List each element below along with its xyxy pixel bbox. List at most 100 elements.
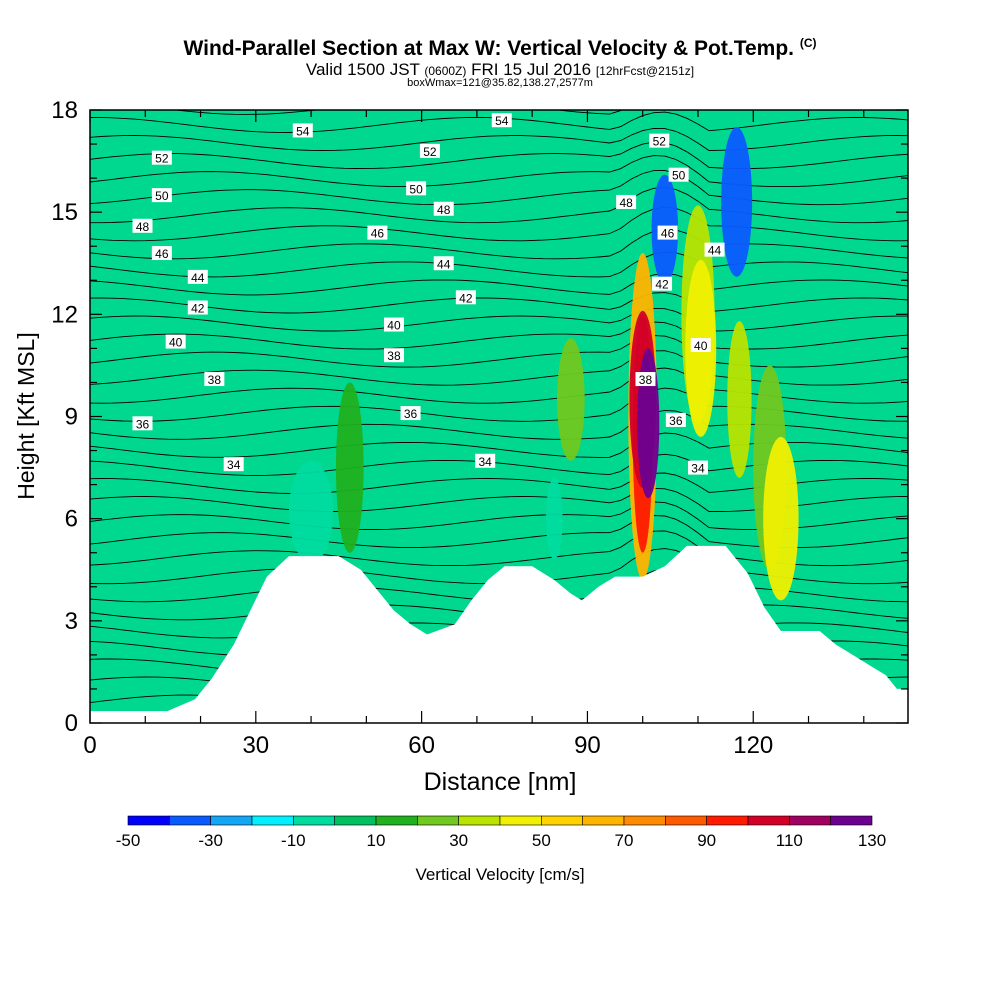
colorbar-swatch (458, 815, 501, 826)
isentrope-line (90, 292, 908, 314)
colorbar-tick-label: 10 (367, 831, 386, 850)
isentrope-label-box (433, 256, 454, 271)
isentrope-line (90, 186, 908, 224)
isentrope-label-box (187, 300, 208, 315)
colorbar-swatch (169, 815, 211, 826)
isentrope-label-text: 40 (694, 339, 708, 353)
velocity-cell (727, 321, 752, 478)
subtitle-valid: Valid 1500 JST (305, 60, 420, 79)
isentrope-label: 50 (406, 181, 427, 196)
chart-title-text: Wind-Parallel Section at Max W: Vertical… (183, 37, 794, 60)
isentrope-label-box (383, 317, 404, 332)
isentrope-label-text: 48 (619, 196, 633, 210)
isentrope-label: 46 (367, 225, 388, 241)
y-tick-label: 6 (65, 506, 78, 533)
isentrope-label-text: 46 (661, 227, 675, 241)
terrain-mask (90, 545, 908, 723)
isentrope-label-text: 44 (708, 244, 722, 258)
isentrope-label: 36 (665, 412, 686, 428)
colorbar-swatch (582, 815, 625, 826)
isentrope-label-box (187, 269, 208, 284)
terrain (90, 545, 908, 723)
isentrope-label: 34 (687, 460, 708, 476)
subtitle-date: FRI 15 Jul 2016 (471, 60, 592, 79)
isentrope-label-text: 48 (136, 220, 150, 234)
isentrope-label: 54 (491, 113, 512, 128)
isentrope-label-box (292, 123, 313, 138)
isentrope-line (90, 170, 908, 206)
isentrope-label: 48 (132, 218, 153, 234)
colorbar-swatch (210, 815, 253, 826)
colorbar-swatch (541, 815, 583, 826)
velocity-cell (335, 382, 364, 553)
isentrope-label: 50 (151, 188, 172, 203)
y-tick-label: 0 (65, 710, 78, 737)
isentrope-label-text: 44 (437, 257, 451, 271)
isentrope-label-text: 40 (387, 319, 401, 333)
y-axis-label: Height [Kft MSL] (13, 332, 39, 499)
isentrope-label: 52 (649, 133, 670, 149)
velocity-cell (637, 348, 660, 499)
isentrope-label: 48 (616, 194, 637, 210)
isentrope-label: 48 (433, 201, 454, 217)
x-tick-label: 60 (408, 732, 435, 759)
y-tick-label: 18 (51, 97, 78, 124)
chart-title: Wind-Parallel Section at Max W: Vertical… (0, 36, 1000, 61)
isentrope-label-text: 36 (669, 414, 683, 428)
isentrope-label: 38 (383, 348, 404, 363)
colorbar-swatch (251, 815, 294, 826)
isentrope-label-text: 34 (691, 462, 705, 476)
isentrope-label-box (406, 181, 427, 196)
isentrope-label-box (132, 218, 153, 233)
x-tick-label: 30 (242, 732, 269, 759)
colorbar-label: Vertical Velocity [cm/s] (415, 865, 584, 884)
colorbar-swatch (623, 815, 666, 826)
isentrope-label-text: 48 (437, 203, 451, 217)
y-tick-label: 3 (65, 608, 78, 635)
isentrope-label-box (616, 194, 637, 209)
colorbar-tick-label: -50 (116, 831, 141, 850)
y-tick-label: 9 (65, 404, 78, 431)
isentrope-label-text: 42 (459, 291, 473, 305)
x-axis-label: Distance [nm] (424, 768, 577, 796)
isentrope-label-box (687, 460, 708, 475)
isentrope-line (90, 141, 908, 170)
velocity-cell (557, 338, 585, 461)
isentrope-line (90, 251, 908, 278)
isentrope-label: 40 (165, 334, 186, 350)
velocity-cell (763, 436, 799, 601)
isentrope-label-text: 40 (169, 336, 183, 350)
isentrope-label-box (491, 113, 512, 128)
colorbar: -50 -30 -10 10 30 50 70 90 110 130 Vertical Veloci… (116, 815, 886, 884)
isentrope-label-text: 46 (155, 247, 169, 261)
colorbar-swatch (375, 815, 418, 826)
isentrope-label: 44 (187, 269, 208, 285)
chart-subtitle: Valid 1500 JST (0600Z) FRI 15 Jul 2016 [… (0, 61, 1000, 80)
isentrope-label-text: 42 (191, 302, 205, 316)
isentrope-label-box (151, 150, 172, 165)
colorbar-tick-label: 50 (532, 831, 551, 850)
velocity-cell (545, 477, 563, 560)
isentrope-label-box (690, 337, 711, 352)
colorbar-tick-label: 70 (615, 831, 634, 850)
isentrope-label-box (367, 225, 388, 240)
isentrope-label: 42 (455, 290, 476, 305)
isentrope-line (90, 307, 908, 332)
isentrope-label-text: 46 (371, 227, 385, 241)
isentrope-label: 40 (383, 317, 404, 333)
isentrope-label: 38 (635, 372, 656, 387)
isentrope-label-box (151, 188, 172, 203)
colorbar-tick-label: -10 (281, 831, 306, 850)
colorbar-tick-label: 110 (776, 831, 803, 850)
isentrope-label-box (704, 242, 725, 257)
isentrope-label-text: 54 (296, 124, 310, 138)
isentrope-label-box (132, 416, 153, 431)
x-tick-label: 0 (83, 732, 96, 759)
isentrope-label-text: 50 (409, 182, 423, 196)
y-tick-label: 12 (51, 301, 78, 328)
colorbar-tick-label: 90 (697, 831, 716, 850)
isentrope-label: 44 (704, 242, 725, 258)
box-info: boxWmax=121@35.82,138.27,2577m (407, 77, 593, 89)
isentrope-label-box (475, 453, 496, 468)
